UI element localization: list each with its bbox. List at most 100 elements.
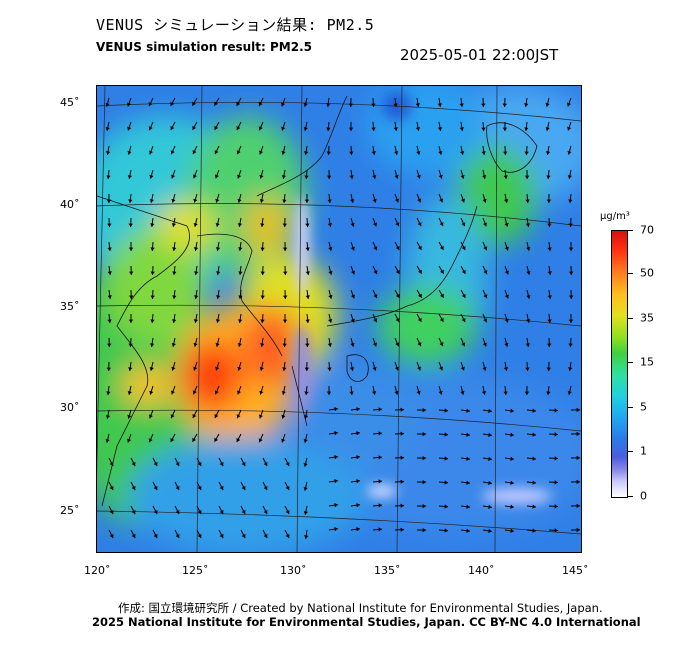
wind-arrow-head xyxy=(418,269,422,274)
wind-arrow-head xyxy=(546,367,551,371)
wind-arrow-head xyxy=(197,510,202,515)
wind-arrow-head xyxy=(547,295,552,299)
wind-arrow-head xyxy=(466,432,470,437)
wind-arrow-head xyxy=(532,480,536,485)
wind-arrow-head xyxy=(305,271,310,275)
wind-arrow-head xyxy=(193,366,198,371)
pm25-map xyxy=(96,85,582,553)
wind-arrow-head xyxy=(129,295,134,299)
wind-arrow-head xyxy=(373,294,378,299)
wind-arrow-head xyxy=(460,198,465,203)
wind-arrow-head xyxy=(304,175,309,179)
wind-arrow-head xyxy=(106,367,111,371)
wind-arrow-head xyxy=(327,367,332,371)
wind-arrow-head xyxy=(109,510,114,515)
wind-arrow-head xyxy=(481,103,486,107)
wind-arrow-head xyxy=(415,103,420,107)
wind-arrow-head xyxy=(263,534,268,539)
wind-arrow-head xyxy=(149,366,154,371)
wind-arrow-head xyxy=(194,271,199,275)
wind-arrow-head xyxy=(258,414,263,419)
wind-arrow-head xyxy=(219,510,224,515)
wind-arrow-head xyxy=(510,504,514,509)
wind-arrow-head xyxy=(304,367,309,371)
wind-arrow-head xyxy=(439,245,444,250)
wind-arrow-head xyxy=(546,199,552,203)
wind-arrow-head xyxy=(127,175,132,179)
wind-arrow-head xyxy=(439,198,444,203)
wind-arrow-head xyxy=(171,198,176,203)
wind-arrow-head xyxy=(459,103,464,107)
wind-arrow-head xyxy=(241,510,246,515)
wind-arrow-head xyxy=(171,343,176,347)
wind-arrow-head xyxy=(466,480,470,485)
wind-arrow-head xyxy=(236,126,241,131)
wind-arrow-head xyxy=(282,247,288,251)
wind-arrow-head xyxy=(444,504,448,509)
wind-arrow-head xyxy=(260,295,265,299)
wind-arrow-head xyxy=(334,455,338,460)
wind-arrow-head xyxy=(504,199,509,203)
wind-arrow-head xyxy=(371,127,376,131)
wind-arrow-head xyxy=(172,319,177,323)
wind-arrow-head xyxy=(547,343,552,347)
wind-arrow-head xyxy=(149,390,154,395)
wind-arrow-head xyxy=(394,366,399,371)
wind-arrow-head xyxy=(488,480,492,485)
wind-arrow-head xyxy=(193,319,199,323)
colorbar-label-1: 1 xyxy=(640,444,647,458)
coastlines xyxy=(97,95,538,507)
wind-arrow-head xyxy=(216,295,221,299)
wind-arrow-head xyxy=(373,222,378,227)
wind-arrow-head xyxy=(283,295,288,299)
wind-arrow-head xyxy=(105,102,110,107)
wind-arrow-head xyxy=(153,486,158,491)
wind-arrow-head xyxy=(395,269,400,274)
wind-arrow-head xyxy=(554,432,558,437)
wind-arrow-head xyxy=(214,101,218,106)
colorbar-label-5: 5 xyxy=(640,400,647,414)
wind-arrow-head xyxy=(348,127,354,131)
wind-arrow-head xyxy=(356,503,360,508)
wind-arrow-head xyxy=(440,269,444,274)
wind-arrow-head xyxy=(105,438,110,443)
wind-arrow-head xyxy=(525,199,530,203)
wind-arrow-head xyxy=(192,390,197,395)
wind-arrow-head xyxy=(192,101,196,106)
wind-arrow-head xyxy=(131,534,136,539)
wind-arrow-head xyxy=(150,295,155,299)
wind-arrow-head xyxy=(488,528,492,533)
wind-arrow-head xyxy=(460,174,465,179)
wind-arrow-head xyxy=(504,342,509,347)
wind-arrow-head xyxy=(303,486,308,491)
wind-arrow-head xyxy=(105,151,111,155)
wind-arrow-head xyxy=(461,293,466,298)
wind-arrow-head xyxy=(525,367,530,371)
wind-arrow-head xyxy=(305,223,310,227)
wind-arrow-head xyxy=(150,247,155,251)
wind-arrow-head xyxy=(216,271,221,275)
colorbar-tick xyxy=(628,273,633,274)
wind-arrow-head xyxy=(237,343,242,347)
wind-arrow-head xyxy=(356,527,360,532)
colorbar-label-0: 0 xyxy=(640,489,647,503)
wind-arrow-head xyxy=(236,150,241,155)
wind-arrow-head xyxy=(350,222,355,227)
wind-arrow-head xyxy=(172,247,177,251)
wind-arrow-head xyxy=(194,295,199,299)
wind-arrow-head xyxy=(466,456,470,461)
credit-line-2: 2025 National Institute for Environmenta… xyxy=(92,615,641,629)
wind-arrow-head xyxy=(461,318,466,323)
wind-arrow-head xyxy=(127,438,132,443)
wind-arrow-head xyxy=(327,199,332,203)
wind-arrow-head xyxy=(356,479,360,484)
wind-arrow-head xyxy=(488,408,492,413)
wind-arrow-head xyxy=(219,462,224,467)
wind-arrow-head xyxy=(482,222,487,227)
wind-arrow-head xyxy=(466,528,470,533)
wind-arrow-head xyxy=(150,343,155,347)
wind-arrow-head xyxy=(504,270,509,275)
wind-arrow-head xyxy=(568,343,573,347)
wind-arrow-head xyxy=(326,127,331,131)
wind-arrow-head xyxy=(219,534,224,539)
